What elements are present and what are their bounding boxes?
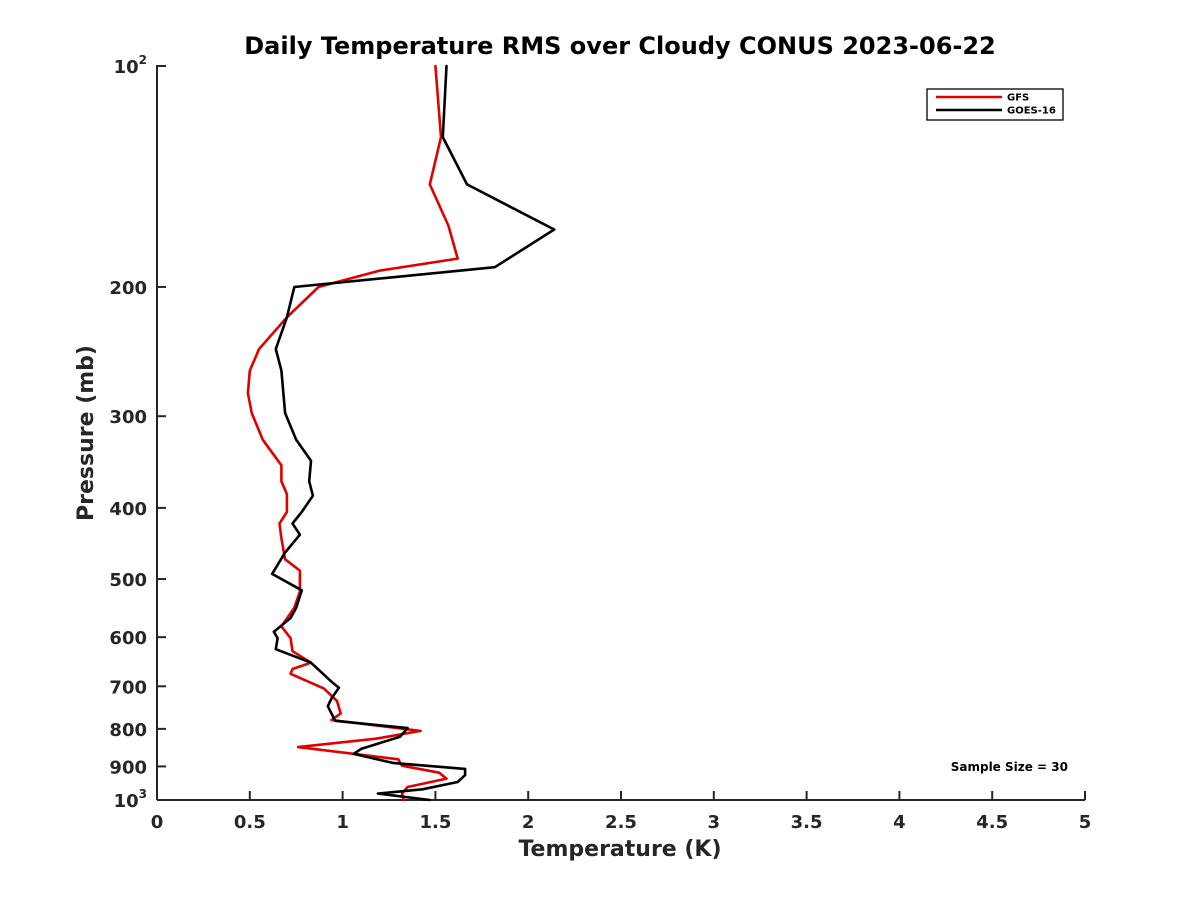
- x-tick-label: 3: [708, 812, 721, 833]
- x-tick-label: 1.5: [419, 812, 451, 833]
- y-tick-label: 102: [114, 53, 147, 78]
- x-tick-label: 4.5: [976, 812, 1008, 833]
- y-tick-label: 200: [109, 278, 147, 299]
- x-tick-label: 5: [1079, 812, 1092, 833]
- x-tick-label: 0.5: [234, 812, 266, 833]
- series-layer: [246, 64, 556, 802]
- y-tick-label: 400: [109, 499, 147, 520]
- x-tick-label: 2: [522, 812, 535, 833]
- x-tick-label: 3.5: [791, 812, 823, 833]
- y-tick-label: 900: [109, 757, 147, 778]
- y-tick-label: 500: [109, 570, 147, 591]
- y-tick-label: 800: [109, 720, 147, 741]
- series-line-goes16: [270, 64, 556, 802]
- y-axis-label: Pressure (mb): [74, 345, 99, 521]
- sample-size-annotation: Sample Size = 30: [951, 760, 1068, 774]
- legend-label-gfs: GFS: [1007, 93, 1029, 104]
- chart-title: Daily Temperature RMS over Cloudy CONUS …: [244, 32, 996, 60]
- y-tick-label: 700: [109, 677, 147, 698]
- x-axis-label: Temperature (K): [518, 837, 721, 862]
- legend-box: [926, 88, 1064, 121]
- y-tick-label: 300: [109, 407, 147, 428]
- legend-label-goes16: GOES-16: [1007, 106, 1056, 117]
- legend: GFS GOES-16: [926, 88, 1064, 121]
- y-tick-label: 103: [114, 787, 147, 812]
- x-tick-label: 1: [336, 812, 349, 833]
- x-tick-label: 0: [151, 812, 164, 833]
- y-tick-label: 600: [109, 628, 147, 649]
- x-tick-label: 4: [893, 812, 906, 833]
- axes: 0 0.5 1 1.5 2 2.5 3 3.5 4 4.5 5 102 200 300 400 500 600 7…: [109, 53, 1091, 833]
- x-tick-label: 2.5: [605, 812, 637, 833]
